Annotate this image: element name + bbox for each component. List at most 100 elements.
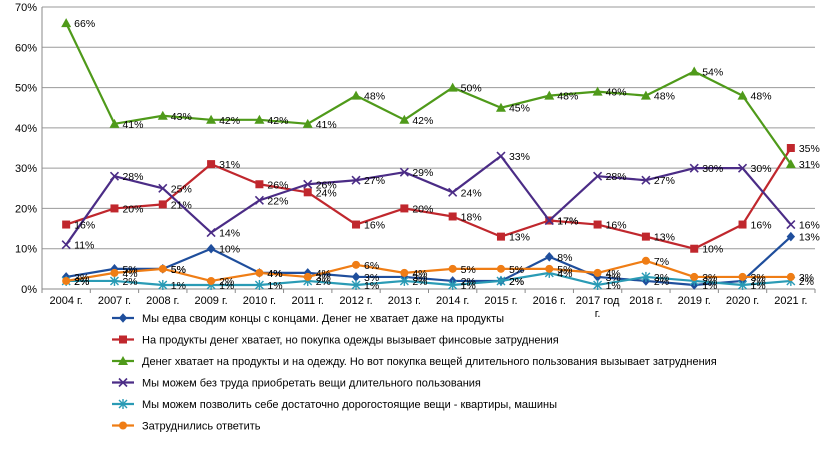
data-point <box>62 220 71 229</box>
data-point <box>496 275 506 286</box>
data-point-stroke <box>109 171 120 181</box>
legend-item: Денег хватает на продукты и на одежду. Н… <box>112 356 717 368</box>
data-label: 18% <box>461 211 482 223</box>
data-label: 8% <box>557 252 572 264</box>
data-point <box>544 215 554 226</box>
data-label: 24% <box>461 187 482 199</box>
x-tick-label: 2021 г. <box>774 295 807 307</box>
data-point <box>448 279 458 290</box>
data-point-stroke <box>689 163 699 173</box>
legend-label: На продукты денег хватает, но покупка од… <box>142 335 559 347</box>
data-point <box>206 114 217 124</box>
data-label: 28% <box>122 171 143 183</box>
legend-label: Мы можем без труда приобретать вещи длит… <box>142 378 481 390</box>
data-point <box>593 171 603 181</box>
y-tick-label: 50% <box>15 83 37 95</box>
data-label: 48% <box>557 91 578 103</box>
data-label: 48% <box>364 91 385 103</box>
legend-item: Затруднились ответить <box>112 421 261 433</box>
data-point <box>351 90 362 100</box>
data-label: 3% <box>606 272 621 284</box>
data-point <box>351 175 361 185</box>
x-tick-label: 2018 г. <box>629 295 662 307</box>
data-point <box>641 271 651 282</box>
data-point <box>61 240 71 250</box>
data-label: 2% <box>412 276 427 288</box>
legend-swatch-marker <box>119 335 127 344</box>
data-label: 1% <box>702 280 717 292</box>
data-point-stroke <box>737 163 748 173</box>
data-point <box>786 219 796 230</box>
x-tick-label: 2019 г. <box>678 295 711 307</box>
data-point <box>62 276 71 285</box>
data-point <box>448 212 457 221</box>
data-point <box>109 171 120 181</box>
data-point-stroke <box>544 215 554 226</box>
data-label: 4% <box>122 268 137 280</box>
legend-item: Мы можем без труда приобретать вещи длит… <box>112 378 481 390</box>
series-line <box>65 22 792 165</box>
data-label: 48% <box>654 91 675 103</box>
data-point <box>400 204 409 213</box>
data-label: 5% <box>557 264 572 276</box>
series-line <box>65 154 792 246</box>
data-label: 49% <box>606 87 627 99</box>
data-point <box>352 220 361 229</box>
data-point <box>689 163 699 173</box>
data-label: 1% <box>267 280 282 292</box>
data-point <box>737 90 748 100</box>
data-point <box>352 260 361 269</box>
data-label: 16% <box>364 220 385 232</box>
data-point <box>738 220 747 229</box>
x-tick-label: 2016 г. <box>533 295 566 307</box>
data-label: 17% <box>557 216 578 228</box>
data-point-stroke <box>254 195 264 205</box>
x-tick-label: 2015 г. <box>484 295 517 307</box>
data-point <box>593 268 602 277</box>
data-label: 41% <box>122 119 143 131</box>
x-tick-label: 2012 г. <box>339 295 372 307</box>
legend-item: Мы едва сводим концы с концами. Денег не… <box>112 313 504 325</box>
data-label: 16% <box>606 220 627 232</box>
data-label: 5% <box>171 264 186 276</box>
data-label: 1% <box>751 280 766 292</box>
data-label: 22% <box>267 195 288 207</box>
data-point <box>690 272 699 281</box>
data-label: 26% <box>316 179 337 191</box>
data-point-stroke <box>351 175 361 185</box>
legend-swatch-marker <box>118 377 128 388</box>
data-label: 30% <box>702 163 723 175</box>
data-label: 16% <box>74 220 95 232</box>
data-point <box>641 256 650 265</box>
data-label: 45% <box>509 103 530 115</box>
data-point <box>302 118 313 128</box>
data-point <box>255 180 264 189</box>
data-label: 4% <box>557 268 572 280</box>
data-label: 20% <box>122 203 143 215</box>
data-label: 17% <box>557 216 578 228</box>
x-tick-label: 2008 г. <box>146 295 179 307</box>
data-point <box>254 195 264 205</box>
data-point-stroke <box>641 175 651 185</box>
data-point <box>640 90 651 100</box>
data-label: 30% <box>751 163 772 175</box>
data-label: 24% <box>316 187 337 199</box>
data-point <box>158 200 167 209</box>
data-label: 33% <box>509 151 530 163</box>
data-label: 28% <box>606 171 627 183</box>
data-point <box>786 272 795 281</box>
data-label: 4% <box>606 268 621 280</box>
data-point <box>641 232 650 241</box>
data-point-stroke <box>786 219 796 230</box>
series-line <box>65 259 791 283</box>
data-label: 2% <box>74 276 89 288</box>
legend: Мы едва сводим концы с концами. Денег не… <box>112 313 717 433</box>
data-label: 2% <box>751 276 766 288</box>
data-point <box>496 151 506 161</box>
data-point <box>254 279 264 290</box>
legend-item: Мы можем позволить себе достаточно дорог… <box>112 399 557 411</box>
gridlines <box>42 6 815 290</box>
x-tick-label: 2017 год <box>576 295 620 307</box>
legend-swatch-marker <box>118 399 128 409</box>
